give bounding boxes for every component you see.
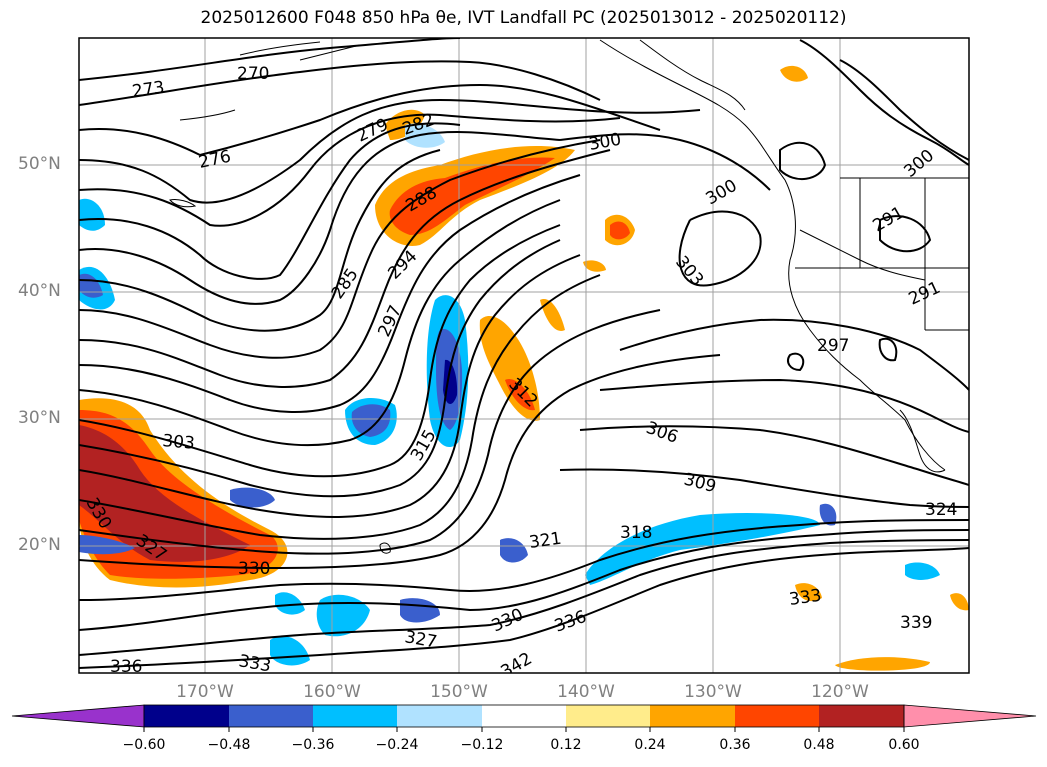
colorbar-tick-label: −0.48 bbox=[207, 737, 251, 753]
positive-anomaly-region bbox=[389, 157, 555, 235]
negative-anomaly-region bbox=[905, 562, 940, 580]
colorbar-tick-label: 0.48 bbox=[803, 737, 835, 753]
positive-anomaly-region bbox=[950, 593, 969, 611]
negative-anomaly-region bbox=[79, 198, 105, 231]
colorbar-tick-label: 0.12 bbox=[550, 737, 582, 753]
colorbar-bin bbox=[482, 705, 566, 727]
contour-label: 333 bbox=[237, 651, 272, 676]
negative-anomaly-region bbox=[230, 487, 275, 508]
colorbar-tick-label: −0.36 bbox=[291, 737, 335, 753]
colorbar-tick-label: 0.24 bbox=[634, 737, 666, 753]
lat-tick-label: 30°N bbox=[18, 408, 61, 428]
contour-label: 330 bbox=[238, 559, 270, 579]
map-frame bbox=[78, 37, 970, 674]
colorbar-bin bbox=[144, 705, 229, 727]
colorbar-bin bbox=[735, 705, 819, 727]
contour-label: 339 bbox=[900, 613, 932, 633]
colorbar-outline bbox=[143, 704, 905, 728]
theta-e-contours bbox=[79, 38, 969, 669]
positive-anomaly-region bbox=[610, 221, 630, 240]
contour-label: 297 bbox=[817, 336, 849, 356]
negative-anomaly-region bbox=[316, 594, 370, 637]
colorbar-bin bbox=[229, 705, 313, 727]
contour-label: 324 bbox=[925, 500, 957, 520]
colorbar-bin bbox=[819, 705, 904, 727]
lat-tick-label: 50°N bbox=[18, 154, 61, 174]
negative-anomaly-region bbox=[585, 513, 820, 585]
negative-anomaly-region bbox=[405, 123, 445, 148]
positive-anomaly-region bbox=[583, 260, 606, 272]
lon-tick-label: 140°W bbox=[557, 682, 615, 702]
contour-label: 318 bbox=[620, 523, 652, 543]
contour-label: 333 bbox=[788, 586, 823, 610]
coastlines bbox=[169, 39, 969, 554]
colorbar-tick-label: 0.60 bbox=[888, 737, 920, 753]
lat-tick-label: 20°N bbox=[18, 535, 61, 555]
positive-anomaly-region bbox=[795, 583, 822, 602]
negative-anomaly-region bbox=[819, 503, 837, 526]
negative-anomaly-region bbox=[351, 404, 391, 437]
positive-anomaly-region bbox=[835, 657, 930, 671]
map-panel: 270 273 276 279 282 285 288 294 297 300 … bbox=[79, 38, 969, 677]
negative-anomaly-region bbox=[79, 535, 135, 555]
contour-label: 270 bbox=[237, 64, 269, 84]
contour-label: 336 bbox=[110, 657, 142, 677]
contour-label: 321 bbox=[528, 529, 563, 553]
lat-tick-label: 40°N bbox=[18, 281, 61, 301]
colorbar-bin bbox=[566, 705, 650, 727]
lon-tick-label: 170°W bbox=[176, 682, 234, 702]
lon-tick-label: 160°W bbox=[303, 682, 361, 702]
map-title: 2025012600 F048 850 hPa θe, IVT Landfall… bbox=[200, 8, 847, 28]
positive-anomaly-region bbox=[540, 299, 565, 331]
lon-tick-label: 120°W bbox=[811, 682, 869, 702]
contour-labels: 270 273 276 279 282 285 288 294 297 300 … bbox=[82, 64, 958, 677]
negative-anomaly-region bbox=[275, 592, 305, 615]
colorbar-bin bbox=[397, 705, 482, 727]
contour-label: 303 bbox=[162, 431, 196, 454]
negative-anomaly-region bbox=[500, 538, 528, 563]
lon-tick-label: 130°W bbox=[684, 682, 742, 702]
colorbar-extend-low bbox=[11, 704, 145, 728]
colorbar-tick-label: −0.12 bbox=[460, 737, 504, 753]
positive-anomaly-region bbox=[79, 425, 250, 562]
colorbar-extend-high bbox=[903, 704, 1037, 728]
colorbar-bin bbox=[313, 705, 397, 727]
positive-anomaly-region bbox=[505, 379, 535, 411]
contour-label: 273 bbox=[131, 78, 166, 102]
colorbar-bin bbox=[650, 705, 735, 727]
colorbar bbox=[11, 704, 1037, 732]
positive-anomaly-region bbox=[780, 65, 808, 82]
lon-tick-label: 150°W bbox=[430, 682, 488, 702]
colorbar-tick-label: −0.24 bbox=[375, 737, 419, 753]
colorbar-tick-label: −0.60 bbox=[122, 737, 166, 753]
colorbar-tick-label: 0.36 bbox=[719, 737, 751, 753]
